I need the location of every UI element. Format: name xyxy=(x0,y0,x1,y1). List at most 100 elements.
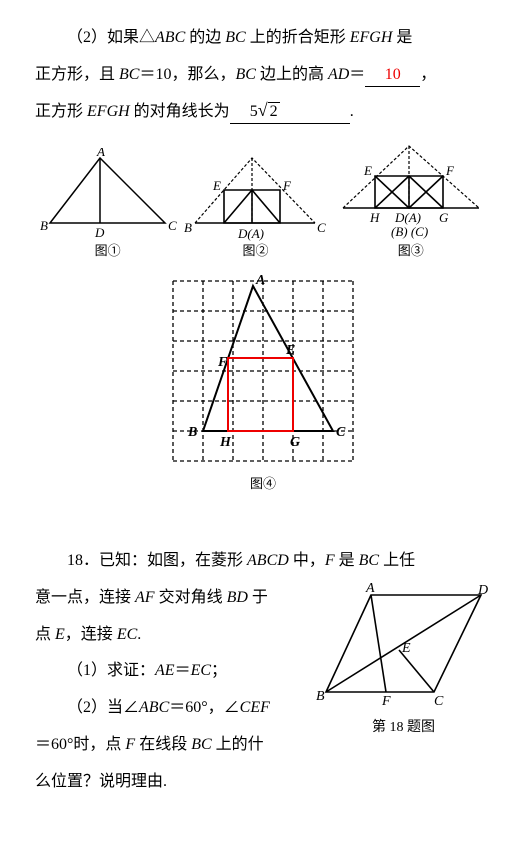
q18-num: 18． xyxy=(67,552,99,569)
fig18-caption: 第 18 题图 xyxy=(316,712,491,744)
answer-diag-rad: 2 xyxy=(268,102,280,120)
figure-4-wrap: A B C F E H G 图④ xyxy=(35,266,491,503)
q18: 18．已知：如图，在菱形 ABCD 中，F 是 BC 上任 意一点，连接 AF … xyxy=(35,543,491,801)
svg-text:B: B xyxy=(40,218,48,233)
svg-text:(B) (C): (B) (C) xyxy=(391,224,428,239)
svg-text:D: D xyxy=(477,583,488,598)
ABC: ABC xyxy=(139,699,169,716)
fig1-caption: 图① xyxy=(35,243,180,260)
BC: BC xyxy=(191,736,211,753)
figure-2: E F B C D(A) 图② xyxy=(180,148,330,260)
t: 上任 xyxy=(379,552,415,569)
figure-1: A B C D 图① xyxy=(35,148,180,260)
svg-text:A: A xyxy=(255,273,265,288)
AF: AF xyxy=(135,589,155,606)
t: 是 xyxy=(392,29,412,46)
t: （2）如果△ xyxy=(67,29,155,46)
t: ＝10，那么， xyxy=(139,66,235,83)
svg-text:D(A): D(A) xyxy=(394,210,421,225)
svg-text:C: C xyxy=(168,218,177,233)
t: 正方形，且 xyxy=(35,66,119,83)
t: 是 xyxy=(335,552,359,569)
svg-text:F: F xyxy=(217,355,228,370)
figures-row-1: A B C D 图① E F B C xyxy=(35,138,491,260)
fig18-svg: A D B C F E xyxy=(316,580,491,710)
EC: EC xyxy=(117,626,137,643)
answer-ad: 10 xyxy=(385,66,401,83)
svg-text:F: F xyxy=(381,694,391,709)
svg-text:G: G xyxy=(439,210,449,225)
CEF: CEF xyxy=(240,699,270,716)
abc: ABC xyxy=(155,29,185,46)
bc: BC xyxy=(119,66,139,83)
fig4-caption: 图④ xyxy=(158,476,368,493)
svg-text:C: C xyxy=(336,425,346,440)
fig3-caption: 图③ xyxy=(331,243,491,260)
t: （1）求证： xyxy=(67,662,155,679)
q2-text: （2）如果△ABC 的边 BC 上的折合矩形 EFGH 是 正方形，且 BC＝1… xyxy=(35,20,491,130)
svg-text:H: H xyxy=(219,435,232,450)
t: 上的什 xyxy=(212,736,264,753)
AE: AE xyxy=(155,662,175,679)
t: ； xyxy=(211,662,227,679)
BD: BD xyxy=(227,589,248,606)
svg-text:A: A xyxy=(96,148,105,159)
t: 的对角线长为 xyxy=(130,103,230,120)
svg-text:C: C xyxy=(317,220,326,235)
svg-text:D: D xyxy=(94,225,105,240)
svg-text:E: E xyxy=(363,163,372,178)
ad: AD xyxy=(328,66,349,83)
svg-text:F: F xyxy=(445,163,455,178)
fig4-svg: A B C F E H G xyxy=(158,266,368,476)
q18-text: 意一点，连接 AF 交对角线 BD 于 点 E，连接 EC. （1）求证：AE＝… xyxy=(35,580,308,801)
t: 已知：如图，在菱形 xyxy=(99,552,247,569)
fig3-svg: E F H G D(A) (B) (C) xyxy=(331,138,491,243)
t: ＝ xyxy=(349,66,365,83)
t: 交对角线 xyxy=(155,589,227,606)
svg-text:G: G xyxy=(290,435,300,450)
svg-text:E: E xyxy=(212,178,221,193)
svg-text:E: E xyxy=(401,641,411,656)
t: 么位置？说明理由. xyxy=(35,773,167,790)
t: 意一点，连接 xyxy=(35,589,135,606)
bc: BC xyxy=(235,66,255,83)
abcd: ABCD xyxy=(247,552,289,569)
E: E xyxy=(55,626,65,643)
t: 中， xyxy=(289,552,325,569)
t: ＝60°，∠ xyxy=(169,699,239,716)
t: 边上的高 xyxy=(256,66,328,83)
BC: BC xyxy=(359,552,379,569)
svg-text:A: A xyxy=(365,581,375,596)
EC: EC xyxy=(191,662,211,679)
svg-text:C: C xyxy=(434,694,444,709)
t: ，连接 xyxy=(65,626,117,643)
svg-text:D(A): D(A) xyxy=(237,226,264,241)
efgh: EFGH xyxy=(350,29,393,46)
t: . xyxy=(350,103,354,120)
F: F xyxy=(125,736,135,753)
F: F xyxy=(325,552,335,569)
t: ， xyxy=(420,66,436,83)
figure-3: E F H G D(A) (B) (C) 图③ xyxy=(331,138,491,260)
t: （2）当∠ xyxy=(67,699,139,716)
t: 正方形 xyxy=(35,103,87,120)
t: 于 xyxy=(248,589,268,606)
q18-figure: A D B C F E 第 18 题图 xyxy=(316,580,491,744)
answer-diag-coef: 5 xyxy=(250,103,258,120)
svg-text:B: B xyxy=(316,689,325,704)
fig2-svg: E F B C D(A) xyxy=(180,148,330,243)
t: . xyxy=(137,626,141,643)
t: 在线段 xyxy=(135,736,191,753)
svg-text:B: B xyxy=(187,425,197,440)
bc: BC xyxy=(225,29,245,46)
svg-text:B: B xyxy=(184,220,192,235)
t: ＝60°时，点 xyxy=(35,736,125,753)
fig2-caption: 图② xyxy=(180,243,330,260)
t: ＝ xyxy=(175,662,191,679)
svg-text:H: H xyxy=(369,210,380,225)
fig1-svg: A B C D xyxy=(35,148,180,243)
efgh: EFGH xyxy=(87,103,130,120)
t: 点 xyxy=(35,626,55,643)
t: 上的折合矩形 xyxy=(246,29,350,46)
figure-4: A B C F E H G 图④ xyxy=(158,266,368,493)
